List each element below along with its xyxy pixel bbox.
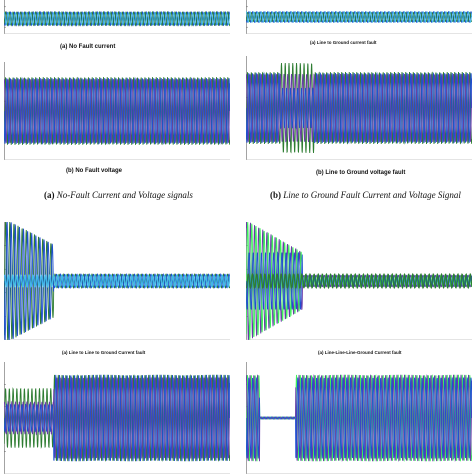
nfv-series-a (4, 77, 230, 145)
lgc-series-c (246, 10, 472, 24)
lllgc-series-b (246, 272, 472, 290)
group-caption-a: (a) No-Fault Current and Voltage signals (44, 190, 193, 200)
llgc-series-c (4, 273, 230, 289)
lgv-series-a (246, 72, 472, 144)
group-caption-b-label: (b) (270, 190, 281, 200)
nfc-series-c (4, 11, 230, 26)
llgv-series-d (4, 377, 230, 459)
group-caption-a-label: (a) (44, 190, 55, 200)
caption-no-fault-current: (a) No Fault current (60, 44, 116, 50)
plot-no-fault-voltage (4, 62, 230, 160)
lgv-series-b (246, 62, 472, 154)
group-caption-a-text: No-Fault Current and Voltage signals (56, 190, 193, 200)
plot-no-fault-current (4, 0, 230, 34)
plot-llg-current (4, 222, 230, 340)
caption-no-fault-voltage: (b) No Fault voltage (66, 168, 122, 174)
plot-llg-voltage (4, 362, 230, 474)
llgv-series-a (4, 374, 230, 462)
caption-lg-current: (a) Line to Ground current fault (310, 40, 377, 45)
lgc-series-a (246, 10, 472, 24)
lgc-series-b (246, 11, 472, 23)
plot-lllg-voltage (246, 362, 472, 474)
caption-lllg-current: (a) Line-Line-Line-Ground Current fault (318, 350, 402, 355)
nfc-series-b (4, 10, 230, 27)
group-caption-b: (b) Line to Ground Fault Current and Vol… (270, 190, 461, 200)
lllgv-series-a (246, 376, 472, 460)
caption-llg-current: (a) Line to Line to Ground Current fault (62, 350, 146, 355)
group-caption-b-text: Line to Ground Fault Current and Voltage… (283, 190, 461, 200)
nfc-series-a (4, 10, 230, 27)
plot-lllg-current (246, 222, 472, 340)
caption-lg-voltage: (b) Line to Ground voltage fault (316, 170, 406, 176)
llgv-series-b (4, 374, 230, 462)
lllgv-series-d (246, 374, 472, 462)
lllgv-series-e (246, 374, 472, 462)
plot-lg-voltage (246, 56, 472, 160)
lgv-series-d (246, 73, 472, 143)
nfv-series-b (4, 76, 230, 146)
plot-lg-current (246, 0, 472, 34)
nfv-series-d (4, 77, 230, 145)
